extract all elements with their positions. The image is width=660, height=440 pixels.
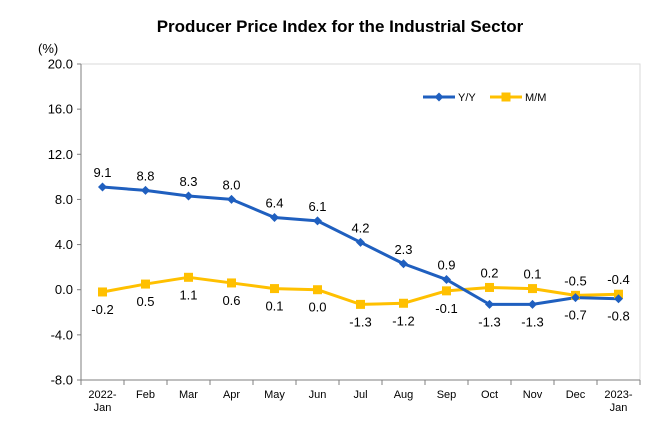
mm-data-point	[227, 278, 236, 288]
yy-data-label: 8.0	[222, 177, 240, 192]
yy-data-point	[571, 293, 580, 303]
x-tick-label: 2023-Jan	[604, 389, 632, 414]
yy-data-label: 6.1	[308, 199, 326, 214]
y-axis-ticks: 20.0 16.0 12.0 8.0 4.0 0.0 -4.0 -8.0	[48, 57, 81, 388]
yy-data-label: -0.7	[564, 308, 586, 323]
mm-data-label: 0.0	[308, 300, 326, 315]
x-tick-label: Aug	[394, 389, 414, 401]
legend-yy-label: Y/Y	[458, 92, 476, 104]
x-tick-label: Sep	[437, 389, 457, 401]
x-tick-label: Feb	[136, 389, 155, 401]
x-axis-ticks: 2022-Jan Feb Mar Apr May Jun Jul Aug Sep Oct Nov De…	[80, 380, 641, 414]
yy-data-label: 9.1	[93, 165, 111, 180]
mm-data-label: 0.5	[136, 294, 154, 309]
x-tick-label: Jul	[353, 389, 367, 401]
yy-data-point	[270, 212, 279, 222]
mm-data-label: -1.2	[392, 313, 414, 328]
mm-data-label: 0.1	[265, 299, 283, 314]
legend: Y/Y M/M	[423, 92, 546, 104]
mm-data-label: -0.4	[607, 272, 629, 287]
x-tick-label: Jun	[309, 389, 327, 401]
x-tick-label: Oct	[481, 389, 498, 401]
yy-data-point	[227, 194, 236, 204]
legend-mm-label: M/M	[525, 92, 546, 104]
mm-data-point	[614, 289, 623, 299]
mm-data-label: -0.2	[91, 302, 113, 317]
y-tick-label: 8.0	[55, 192, 73, 207]
yy-data-label: -1.3	[521, 314, 543, 329]
mm-data-label: -0.5	[564, 273, 586, 288]
y-axis-unit: (%)	[38, 41, 58, 56]
yy-data-point	[141, 185, 150, 195]
yy-data-point	[313, 216, 322, 226]
yy-data-label: -0.8	[607, 309, 629, 324]
x-tick-label: Mar	[179, 389, 198, 401]
yy-data-label: 0.9	[437, 258, 455, 273]
yy-data-label: -1.3	[478, 314, 500, 329]
y-tick-label: -4.0	[51, 327, 73, 342]
yy-data-point	[614, 294, 623, 304]
y-tick-label: -8.0	[51, 373, 73, 388]
y-tick-label: 20.0	[48, 57, 73, 72]
x-tick-label: Apr	[223, 389, 240, 401]
yy-data-point	[399, 259, 408, 269]
yy-data-label: 6.4	[265, 195, 283, 210]
legend-mm-marker	[501, 92, 511, 102]
chart-title: Producer Price Index for the Industrial …	[157, 17, 524, 36]
x-tick-label: May	[264, 389, 285, 401]
mm-data-point	[98, 287, 107, 297]
yy-data-label: 4.2	[351, 220, 369, 235]
yy-data-point	[184, 191, 193, 201]
x-tick-label: Nov	[523, 389, 543, 401]
yy-data-label: 8.3	[179, 174, 197, 189]
mm-data-label: -1.3	[349, 314, 371, 329]
mm-data-point	[442, 286, 451, 296]
mm-data-label: -0.1	[435, 301, 457, 316]
y-tick-label: 4.0	[55, 237, 73, 252]
mm-data-point	[485, 282, 494, 292]
x-tick-label: 2022-Jan	[88, 389, 116, 414]
yy-data-point	[485, 299, 494, 309]
mm-data-label: 0.6	[222, 293, 240, 308]
mm-data-label: 1.1	[179, 287, 197, 302]
x-tick-label: Dec	[566, 389, 586, 401]
mm-data-label: 0.1	[523, 267, 541, 282]
yy-data-label: 2.3	[394, 242, 412, 257]
legend-yy-marker	[434, 92, 444, 102]
y-tick-label: 12.0	[48, 147, 73, 162]
yy-data-point	[98, 182, 107, 192]
yy-data-point	[442, 275, 451, 285]
mm-data-point	[184, 272, 193, 282]
mm-data-point	[356, 299, 365, 309]
mm-data-point	[141, 279, 150, 289]
series-layer: 9.1 8.8 8.3 8.0 6.4 6.1 4.2 2.3 0.9 -1.3 -1.3 -0.7 -…	[91, 165, 629, 329]
mm-data-point	[528, 284, 537, 294]
mm-data-point	[399, 298, 408, 308]
yy-data-label: 8.8	[136, 168, 154, 183]
y-tick-label: 0.0	[55, 282, 73, 297]
mm-data-point	[270, 284, 279, 294]
mm-data-label: 0.2	[480, 265, 498, 280]
yy-data-point	[528, 299, 537, 309]
mm-data-point	[313, 285, 322, 295]
y-tick-label: 16.0	[48, 102, 73, 117]
yy-data-point	[356, 237, 365, 247]
